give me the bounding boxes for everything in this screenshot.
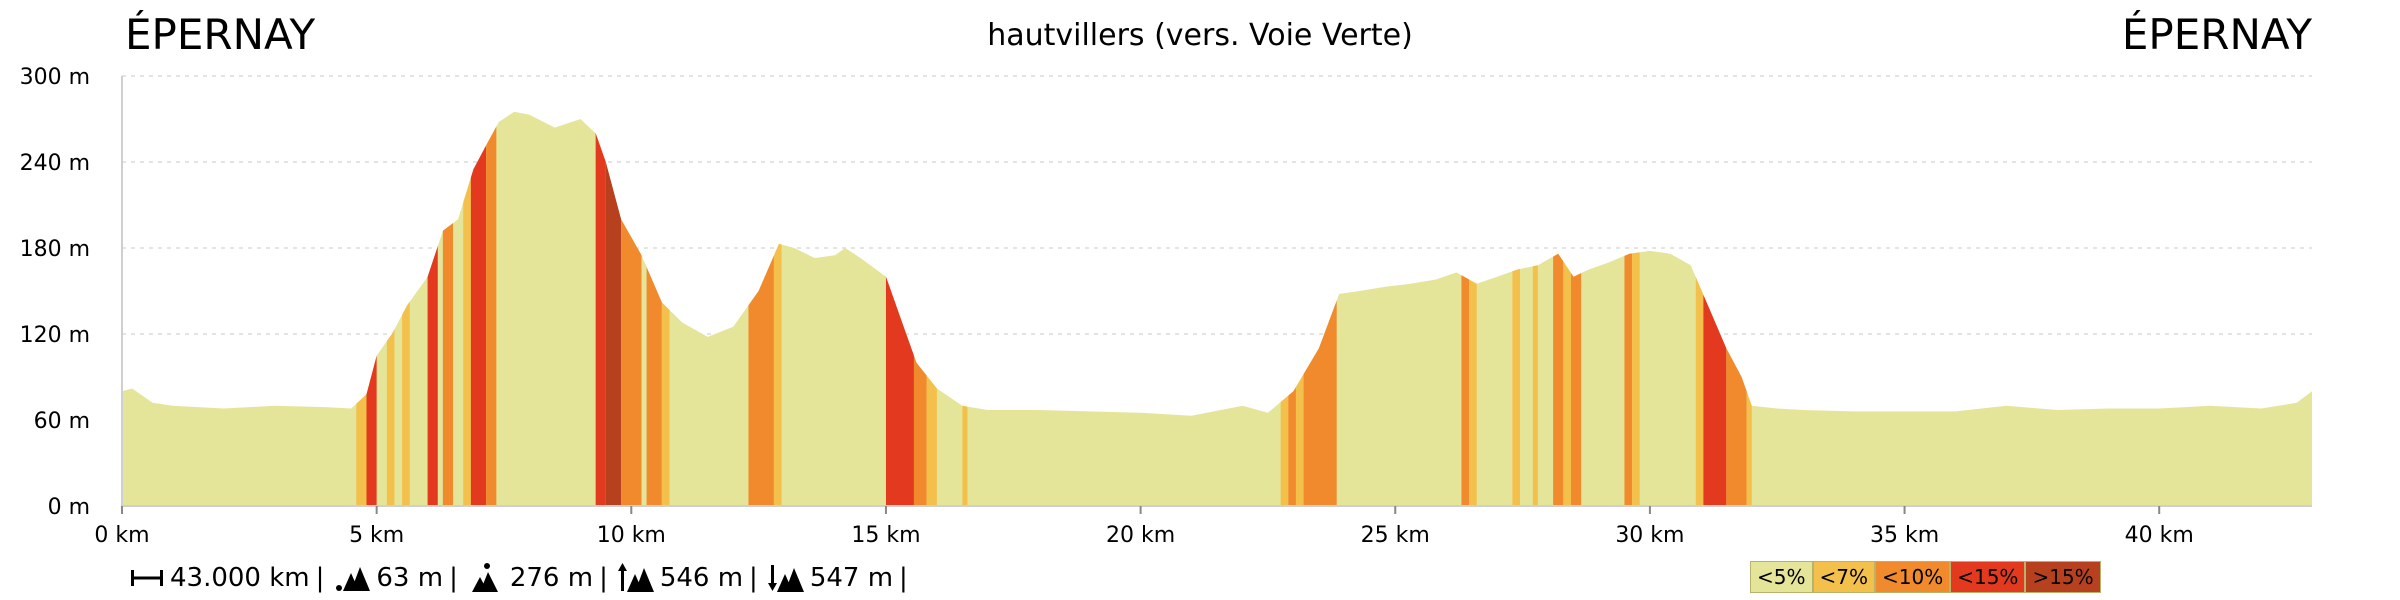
grade-band — [621, 111, 642, 506]
separator: | — [749, 563, 758, 593]
grade-band — [1553, 111, 1564, 506]
start-location: ÉPERNAY — [125, 10, 316, 59]
grade-band — [442, 111, 454, 506]
x-tick-label: 0 km — [94, 523, 149, 548]
distance-value: 43.000 km — [170, 563, 310, 593]
grade-band — [1624, 111, 1633, 506]
y-tick-label: 180 m — [20, 237, 90, 262]
grade-band — [605, 111, 622, 506]
grade-band — [470, 111, 487, 506]
descent-value: 547 m — [809, 563, 894, 593]
end-location: ÉPERNAY — [2121, 10, 2312, 59]
separator: | — [315, 563, 325, 593]
legend-lt10: <10% — [1875, 561, 1951, 593]
grade-band — [1295, 111, 1304, 506]
x-tick-label: 20 km — [1106, 523, 1175, 548]
grade-band — [1703, 111, 1727, 506]
grade-band — [386, 111, 395, 506]
grade-bands — [122, 111, 2312, 506]
grade-band — [595, 111, 606, 506]
y-tick-label: 0 m — [48, 495, 90, 520]
grade-band — [1726, 111, 1747, 506]
grade-band — [486, 111, 497, 506]
route-title: hautvillers (vers. Voie Verte) — [987, 18, 1413, 53]
grade-band — [773, 111, 782, 506]
y-tick-label: 240 m — [20, 151, 90, 176]
grade-band — [646, 111, 662, 506]
grade-band — [356, 111, 367, 506]
grade-band — [1632, 111, 1640, 506]
legend-lt7: <7% — [1812, 561, 1875, 593]
axes — [121, 76, 2312, 507]
x-tick-label: 35 km — [1870, 523, 1939, 548]
max-altitude-value: 276 m — [509, 563, 594, 593]
grade-band — [926, 111, 937, 506]
x-tick-label: 15 km — [851, 523, 920, 548]
grade-band — [402, 111, 410, 506]
min-altitude-value: 63 m — [376, 563, 444, 593]
grade-band — [661, 111, 670, 506]
x-tick-label: 40 km — [2125, 523, 2194, 548]
grade-band — [463, 111, 471, 506]
legend-gt15: >15% — [2025, 561, 2101, 593]
descent-icon — [767, 563, 806, 593]
y-tick-labels: 0 m 60 m 120 m 180 m 240 m 300 m — [20, 65, 90, 520]
min-altitude-icon — [334, 563, 372, 593]
x-tick-label: 5 km — [349, 523, 404, 548]
route-stats: 43.000 km | 63 m | 276 m | 546 m | 547 m… — [128, 563, 918, 593]
grade-band — [1461, 111, 1470, 506]
y-tick-label: 60 m — [34, 409, 90, 434]
grade-band — [1563, 111, 1571, 506]
grade-band — [913, 111, 927, 506]
separator: | — [599, 563, 608, 593]
y-tick-label: 300 m — [20, 65, 90, 90]
grade-band — [366, 111, 377, 506]
ascent-icon — [617, 563, 656, 593]
x-tick-label: 30 km — [1615, 523, 1684, 548]
x-tick-labels: 0 km 5 km 10 km 15 km 20 km 25 km 30 km 35 km 40… — [94, 506, 2194, 548]
distance-icon — [128, 563, 166, 593]
grade-band — [1469, 111, 1477, 506]
grade-band — [885, 111, 914, 506]
grade-band — [1746, 111, 1752, 506]
separator: | — [449, 563, 458, 593]
grade-band — [1280, 111, 1289, 506]
x-tick-label: 25 km — [1361, 523, 1430, 548]
grade-band — [1695, 111, 1704, 506]
legend-lt15: <15% — [1950, 561, 2026, 593]
legend-lt5: <5% — [1750, 561, 1813, 593]
grade-legend: <5% <7% <10% <15% >15% — [1750, 561, 2101, 593]
grade-band — [1532, 111, 1538, 506]
grade-band — [1570, 111, 1582, 506]
grade-band — [1303, 111, 1337, 506]
max-altitude-icon — [468, 563, 506, 593]
ascent-value: 546 m — [659, 563, 744, 593]
x-tick-label: 10 km — [597, 523, 666, 548]
grade-band — [1288, 111, 1296, 506]
grade-band — [1512, 111, 1521, 506]
y-tick-label: 120 m — [20, 323, 90, 348]
grade-band — [962, 111, 968, 506]
separator: | — [899, 563, 908, 593]
grade-band — [427, 111, 438, 506]
elevation-chart: 0 m 60 m 120 m 180 m 240 m 300 m 0 km 5 km 10 k… — [20, 65, 2312, 548]
grade-band — [748, 111, 774, 506]
